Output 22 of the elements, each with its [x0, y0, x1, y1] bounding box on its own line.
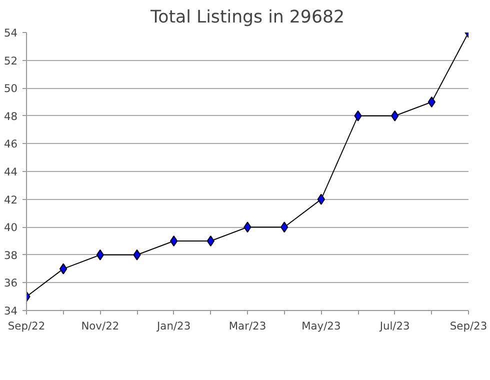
point: [428, 96, 436, 108]
y-tick-label: 52: [4, 54, 18, 68]
x-tick-label: Sep/22: [8, 320, 46, 332]
y-tick-label: 34: [4, 304, 18, 318]
x-tick-label: Sep/23: [450, 320, 488, 332]
y-tick-label: 38: [4, 248, 18, 262]
x-tick-label: Nov/22: [81, 320, 120, 332]
chart-title: Total Listings in 29682: [149, 8, 345, 28]
x-tick-label: Jan/23: [156, 320, 191, 332]
y-tick-label: 46: [4, 138, 18, 151]
y-tick-label: 44: [4, 166, 18, 178]
y-tick-label: 36: [4, 276, 18, 290]
point: [170, 236, 178, 246]
x-tick-label: May/23: [302, 320, 341, 332]
point: [206, 236, 214, 246]
y-tick-label: 42: [4, 193, 18, 206]
y-tick-label: 54: [4, 26, 18, 40]
y-tick-label: 50: [4, 82, 18, 96]
x-tick-label: Jul/23: [378, 320, 410, 332]
y-tick-label: 40: [4, 221, 18, 234]
x-tick-label: Mar/23: [228, 320, 266, 332]
y-tick-label: 48: [4, 110, 18, 123]
